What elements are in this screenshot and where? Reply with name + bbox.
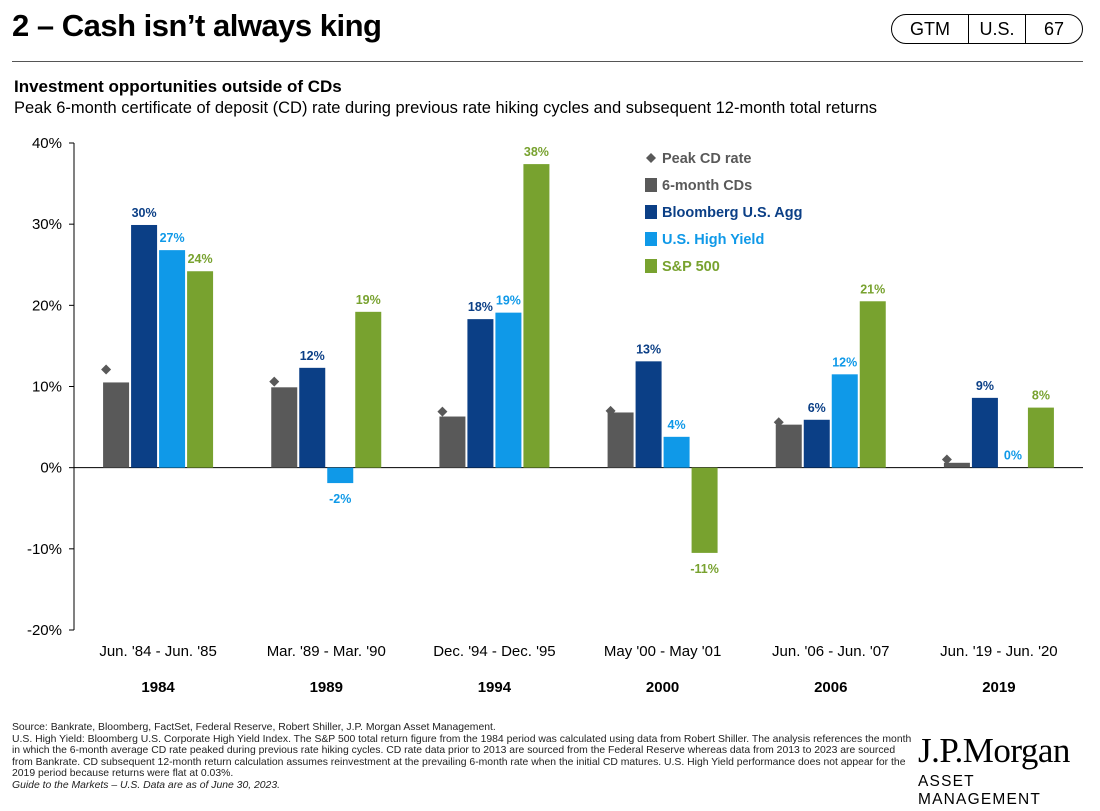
x-category-year: 2006 — [814, 679, 847, 696]
peak-cd-marker — [773, 417, 784, 428]
x-category-year: 2019 — [982, 679, 1015, 696]
x-category-label: Dec. '94 - Dec. '95 — [433, 643, 555, 660]
bar — [467, 319, 494, 468]
footnote-body: U.S. High Yield: Bloomberg U.S. Corporat… — [12, 733, 912, 780]
peak-cd-marker — [101, 364, 112, 375]
bar — [775, 424, 802, 468]
data-label: 13% — [636, 342, 661, 356]
chart-subtitle: Peak 6-month certificate of deposit (CD)… — [14, 99, 878, 117]
data-label: 18% — [468, 300, 493, 314]
data-label: 38% — [524, 145, 549, 159]
footnote: Source: Bankrate, Bloomberg, FactSet, Fe… — [12, 722, 912, 792]
bar — [691, 467, 718, 553]
x-category-year: 1989 — [310, 679, 343, 696]
data-label: 9% — [976, 379, 994, 393]
data-label: -2% — [329, 492, 351, 506]
data-label: 19% — [356, 293, 381, 307]
x-category-label: Mar. '89 - Mar. '90 — [267, 643, 386, 660]
x-category-year: 1984 — [141, 679, 175, 696]
peak-cd-marker — [605, 405, 616, 416]
bar — [131, 224, 158, 468]
bar-chart: -20%-10%0%10%20%30%40%30%27%24%Jun. '84 … — [27, 135, 1083, 696]
y-tick-label: 0% — [40, 460, 62, 477]
header-divider — [12, 61, 1083, 62]
peak-cd-marker — [941, 454, 952, 465]
chart-title: Investment opportunities outside of CDs — [14, 77, 342, 96]
bar — [1027, 407, 1054, 468]
data-label: 19% — [496, 294, 521, 308]
bar — [187, 271, 214, 468]
bar — [831, 374, 858, 468]
data-label: 27% — [160, 231, 185, 245]
legend-label: 6-month CDs — [662, 178, 752, 194]
legend-label: Bloomberg U.S. Agg — [662, 205, 802, 221]
page-header-title: 2 – Cash isn’t always king — [12, 8, 382, 43]
legend-label: U.S. High Yield — [662, 232, 764, 248]
bar — [271, 387, 298, 468]
bar — [439, 416, 466, 468]
x-category-label: Jun. '19 - Jun. '20 — [940, 643, 1057, 660]
data-label: -11% — [690, 562, 719, 576]
data-label: 0% — [1004, 449, 1022, 463]
bar — [159, 250, 186, 468]
bar — [523, 164, 550, 468]
peak-cd-marker — [269, 376, 280, 387]
data-label: 12% — [300, 349, 325, 363]
bar — [103, 382, 130, 468]
x-category-label: Jun. '06 - Jun. '07 — [772, 643, 889, 660]
logo-subtitle: ASSET MANAGEMENT — [918, 773, 1042, 808]
y-tick-label: -10% — [27, 541, 62, 558]
y-tick-label: 10% — [32, 379, 62, 396]
bar — [635, 361, 662, 468]
data-label: 8% — [1032, 389, 1050, 403]
y-tick-label: 20% — [32, 297, 62, 314]
bar — [355, 311, 382, 468]
x-category-year: 1994 — [478, 679, 512, 696]
legend-swatch — [645, 205, 657, 219]
data-label: 12% — [832, 355, 857, 369]
data-label: 4% — [668, 418, 686, 432]
bar — [327, 467, 354, 484]
data-label: 21% — [860, 282, 885, 296]
x-category-label: Jun. '84 - Jun. '85 — [99, 643, 216, 660]
badge-gtm: GTM — [892, 15, 969, 43]
badge-region: U.S. — [969, 15, 1026, 43]
footnote-guide: Guide to the Markets – U.S. Data are as … — [12, 779, 281, 791]
gtm-badge: GTM U.S. 67 — [891, 14, 1083, 44]
x-category-year: 2000 — [646, 679, 679, 696]
jpmorgan-logo: J.P.Morgan ASSET MANAGEMENT — [918, 732, 1088, 809]
legend-label: Peak CD rate — [662, 151, 751, 167]
x-category-label: May '00 - May '01 — [604, 643, 721, 660]
bar — [943, 462, 970, 468]
bar — [495, 312, 522, 468]
bar — [607, 412, 634, 468]
legend-swatch — [645, 178, 657, 192]
bar — [971, 397, 998, 468]
legend-label: S&P 500 — [662, 259, 720, 275]
data-label: 24% — [188, 252, 213, 266]
data-label: 30% — [132, 206, 157, 220]
legend-swatch — [645, 259, 657, 273]
logo-wordmark: J.P.Morgan — [918, 731, 1070, 770]
bar — [299, 367, 326, 468]
peak-cd-marker — [437, 406, 448, 417]
bar — [663, 436, 690, 468]
bar — [803, 419, 830, 468]
badge-page-number: 67 — [1043, 18, 1065, 39]
bar — [859, 301, 886, 468]
legend-swatch-diamond — [646, 153, 656, 163]
y-tick-label: 40% — [32, 135, 62, 152]
legend-swatch — [645, 232, 657, 246]
footnote-source: Source: Bankrate, Bloomberg, FactSet, Fe… — [12, 722, 496, 733]
y-tick-label: 30% — [32, 216, 62, 233]
data-label: 6% — [808, 401, 826, 415]
y-tick-label: -20% — [27, 622, 62, 639]
